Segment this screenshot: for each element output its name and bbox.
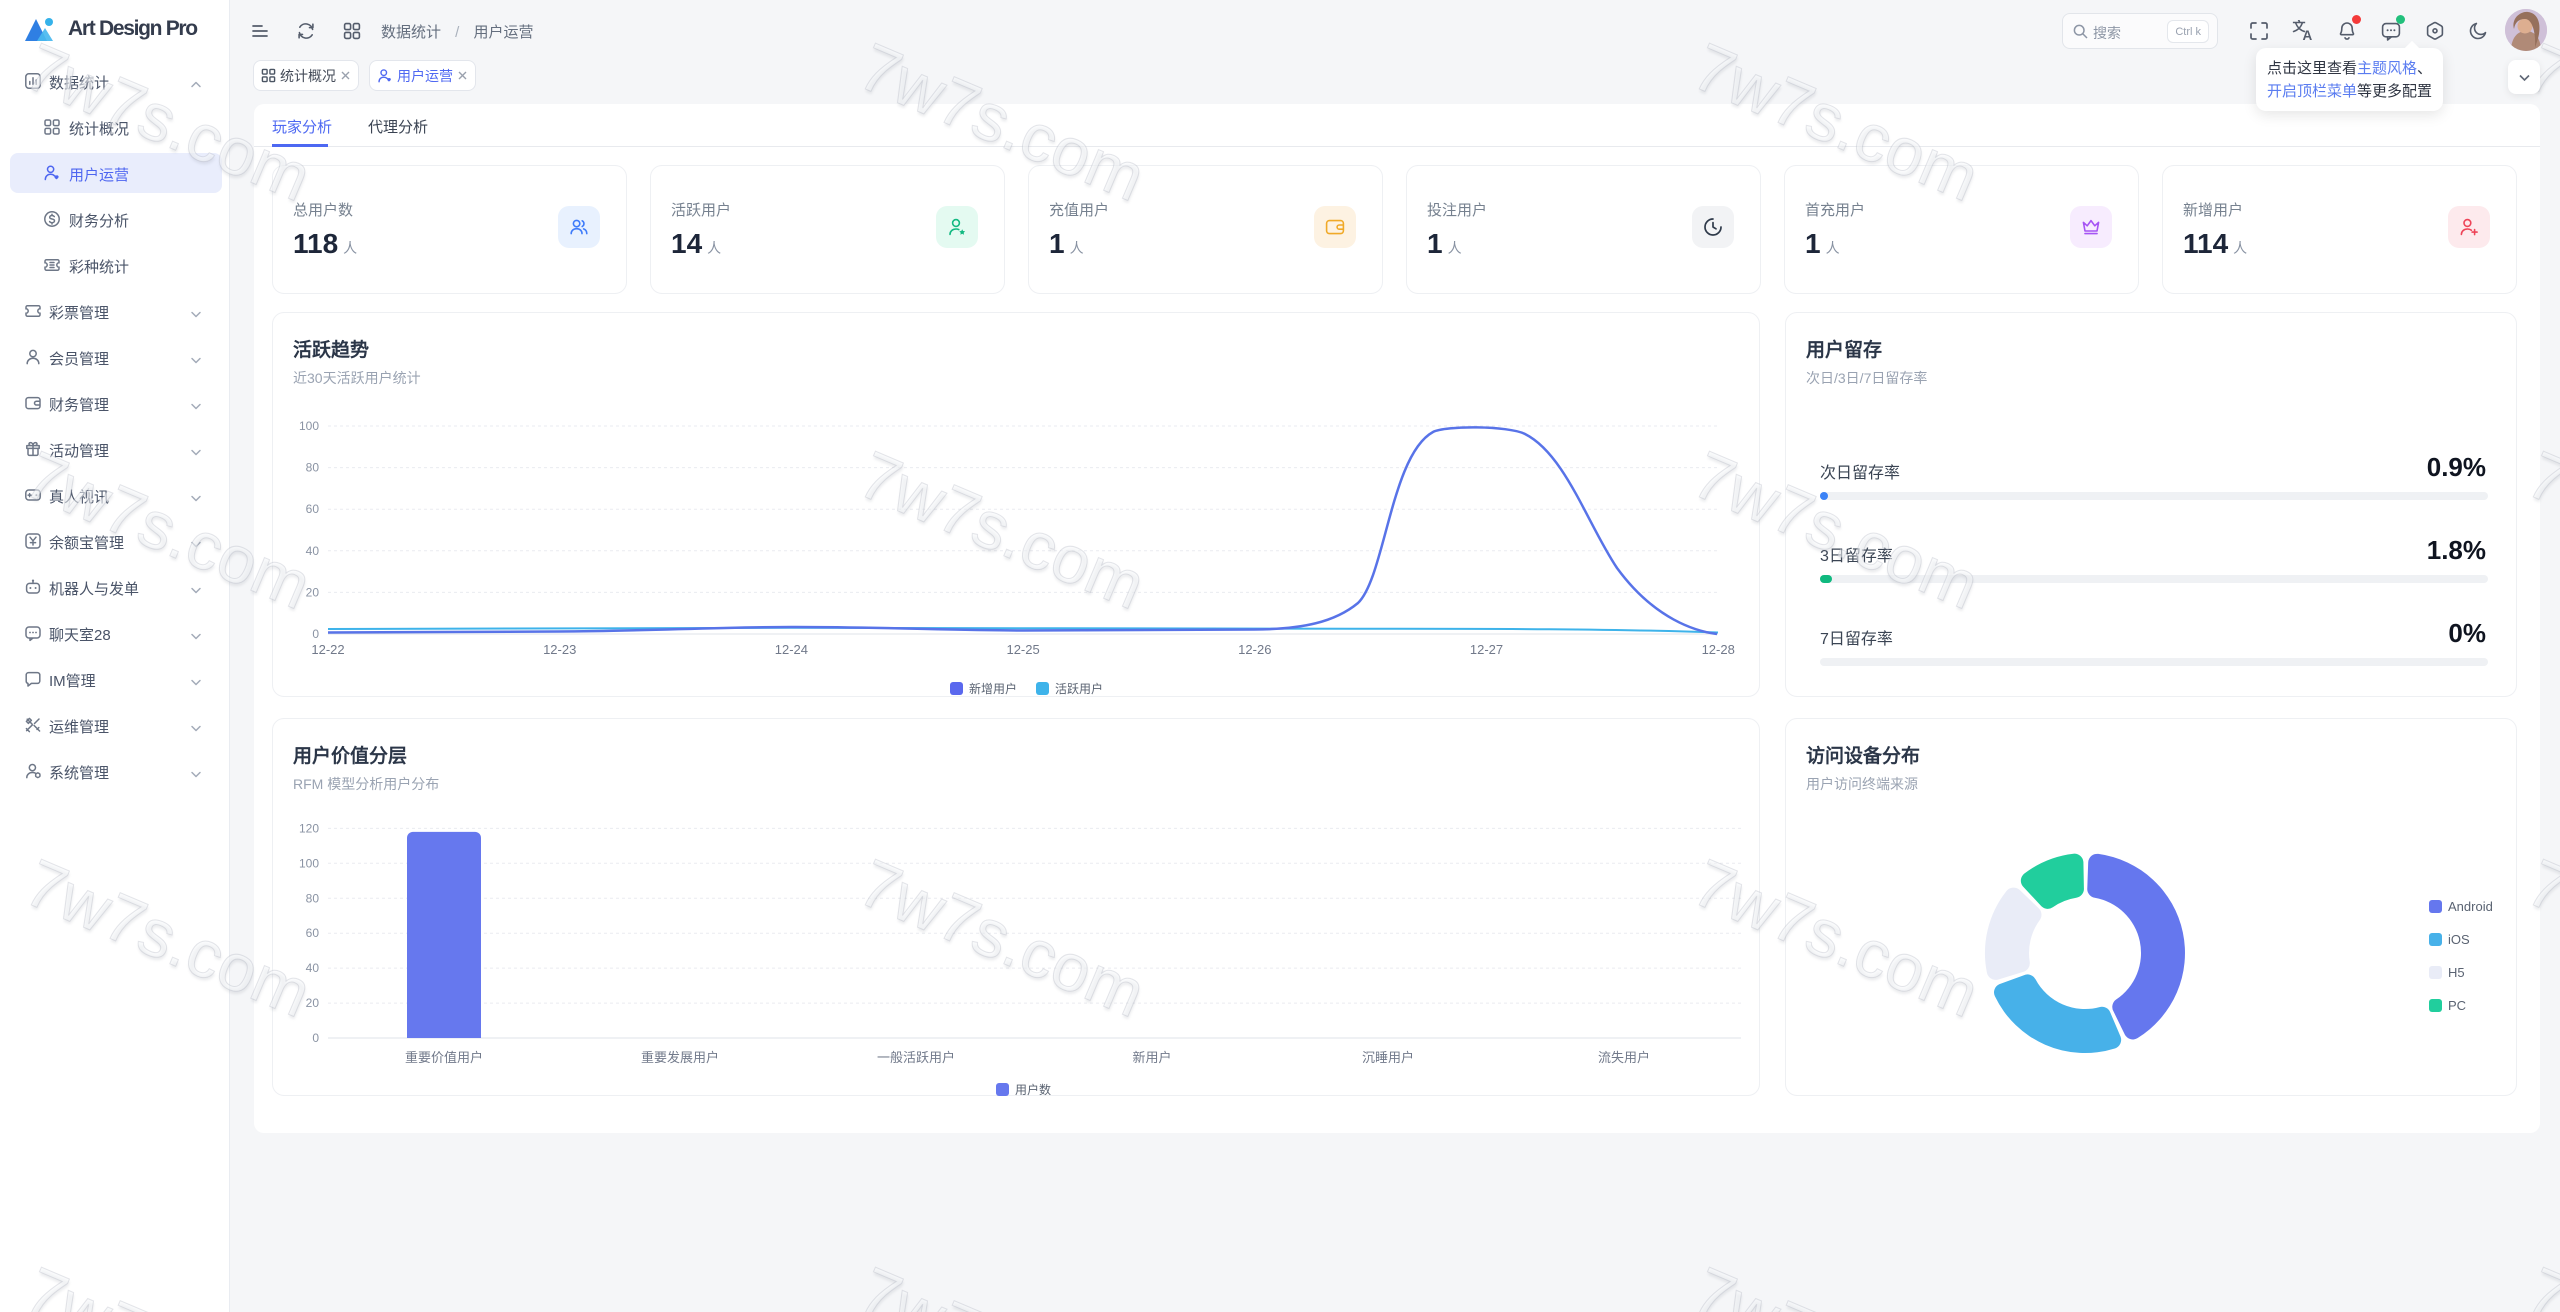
svg-text:60: 60 (306, 926, 320, 940)
svg-text:12-23: 12-23 (543, 642, 576, 657)
svg-text:文: 文 (2293, 20, 2307, 34)
svg-text:120: 120 (299, 821, 319, 835)
svg-text:20: 20 (306, 585, 320, 599)
svg-text:12-24: 12-24 (775, 642, 808, 657)
svg-text:重要价值用户: 重要价值用户 (405, 1050, 483, 1065)
svg-text:60: 60 (306, 502, 320, 516)
svg-text:40: 40 (306, 961, 320, 975)
svg-text:流失用户: 流失用户 (1598, 1050, 1650, 1065)
svg-text:新用户: 新用户 (1132, 1050, 1171, 1065)
svg-text:12-27: 12-27 (1470, 642, 1503, 657)
svg-text:一般活跃用户: 一般活跃用户 (877, 1050, 955, 1065)
svg-text:12-22: 12-22 (311, 642, 344, 657)
svg-text:沉睡用户: 沉睡用户 (1362, 1050, 1414, 1065)
svg-text:20: 20 (306, 996, 320, 1010)
svg-text:0: 0 (312, 627, 319, 641)
svg-text:12-26: 12-26 (1238, 642, 1271, 657)
svg-text:100: 100 (299, 856, 319, 870)
svg-text:A: A (2303, 28, 2313, 42)
svg-text:100: 100 (299, 419, 319, 433)
svg-text:12-25: 12-25 (1006, 642, 1039, 657)
svg-text:80: 80 (306, 891, 320, 905)
svg-text:12-28: 12-28 (1702, 642, 1735, 657)
svg-text:重要发展用户: 重要发展用户 (641, 1050, 719, 1065)
svg-text:80: 80 (306, 461, 320, 475)
svg-text:0: 0 (312, 1031, 319, 1045)
svg-text:40: 40 (306, 544, 320, 558)
